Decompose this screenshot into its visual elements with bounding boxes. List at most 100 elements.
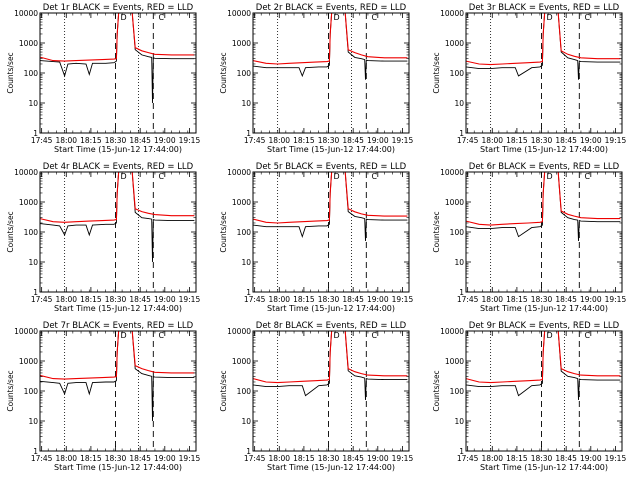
y-tick-label: 1000 — [445, 198, 464, 207]
chart-title: Det 3r BLACK = Events, RED = LLD — [469, 3, 620, 13]
chart-title: Det 5r BLACK = Events, RED = LLD — [256, 162, 407, 172]
x-tick-label: 19:00 — [580, 454, 602, 463]
x-tick-label: 18:00 — [55, 454, 77, 463]
y-tick-label: 10000 — [227, 9, 251, 18]
y-axis-label: Counts/sec — [432, 211, 441, 252]
y-tick-label: 10 — [454, 258, 464, 267]
x-tick-label: 18:30 — [531, 295, 553, 304]
x-axis-label: Start Time (15-Jun-12 17:44:00) — [267, 145, 395, 154]
series-group — [253, 172, 408, 242]
y-tick-label: 10000 — [14, 327, 38, 336]
x-tick-label: 17:45 — [244, 136, 266, 145]
annotation-marker: D — [546, 13, 552, 22]
x-tick-label: 18:00 — [55, 136, 77, 145]
x-tick-label: 19:15 — [605, 136, 627, 145]
annotation-marker: D — [120, 331, 126, 340]
y-tick-label: 100 — [450, 69, 465, 78]
x-tick-label: 18:30 — [531, 136, 553, 145]
annotation-marker: C — [159, 13, 165, 22]
chart-title: Det 4r BLACK = Events, RED = LLD — [43, 162, 194, 172]
x-tick-label: 18:45 — [342, 454, 364, 463]
x-tick-label: 19:00 — [367, 295, 389, 304]
x-axis-label: Start Time (15-Jun-12 17:44:00) — [267, 463, 395, 472]
x-tick-label: 17:45 — [457, 454, 479, 463]
y-axis-label: Counts/sec — [219, 211, 228, 252]
y-tick-label: 10 — [241, 417, 251, 426]
y-axis-label: Counts/sec — [432, 52, 441, 93]
y-tick-label: 10 — [454, 417, 464, 426]
series-group — [466, 172, 621, 242]
x-tick-label: 17:45 — [31, 295, 53, 304]
x-tick-label: 18:30 — [531, 454, 553, 463]
annotation-marker: D — [120, 172, 126, 181]
x-tick-label: 19:00 — [367, 136, 389, 145]
series-line-events — [40, 13, 195, 104]
plot-frame — [465, 12, 623, 134]
series-group — [253, 331, 408, 401]
x-tick-label: 19:00 — [154, 136, 176, 145]
series-line-lld — [253, 13, 408, 65]
y-tick-label: 1 — [246, 288, 251, 297]
series-line-lld — [40, 13, 195, 62]
y-tick-label: 10000 — [14, 9, 38, 18]
series-line-events — [466, 172, 621, 242]
y-tick-label: 1 — [246, 129, 251, 138]
y-axis-label: Counts/sec — [6, 370, 15, 411]
y-tick-label: 1000 — [19, 357, 38, 366]
y-tick-label: 1 — [459, 288, 464, 297]
x-tick-label: 18:45 — [129, 295, 151, 304]
y-tick-label: 1 — [33, 129, 38, 138]
x-tick-label: 18:15 — [80, 454, 102, 463]
x-tick-label: 18:15 — [80, 136, 102, 145]
y-tick-label: 1000 — [19, 198, 38, 207]
y-tick-label: 1000 — [232, 198, 251, 207]
x-tick-label: 18:00 — [55, 295, 77, 304]
x-axis-label: Start Time (15-Jun-12 17:44:00) — [480, 304, 608, 313]
y-tick-label: 100 — [237, 69, 252, 78]
y-tick-label: 100 — [450, 387, 465, 396]
y-tick-label: 1000 — [19, 39, 38, 48]
plot-frame — [465, 330, 623, 452]
chart-title: Det 6r BLACK = Events, RED = LLD — [469, 162, 620, 172]
y-tick-label: 10 — [28, 99, 38, 108]
chart-title: Det 1r BLACK = Events, RED = LLD — [43, 3, 194, 13]
plot-frame — [252, 171, 410, 293]
x-tick-label: 18:45 — [129, 454, 151, 463]
x-tick-label: 18:30 — [318, 136, 340, 145]
series-group — [253, 13, 408, 80]
y-tick-label: 10 — [28, 417, 38, 426]
y-tick-label: 100 — [24, 69, 39, 78]
y-axis-label: Counts/sec — [219, 370, 228, 411]
y-tick-label: 100 — [237, 387, 252, 396]
x-tick-label: 18:15 — [506, 454, 528, 463]
y-tick-label: 100 — [24, 387, 39, 396]
y-tick-label: 1000 — [232, 39, 251, 48]
series-line-events — [466, 331, 621, 401]
series-line-events — [253, 172, 408, 242]
x-tick-label: 18:30 — [105, 136, 127, 145]
series-group — [40, 172, 195, 263]
y-tick-label: 10 — [241, 258, 251, 267]
chart-title: Det 2r BLACK = Events, RED = LLD — [256, 3, 407, 13]
series-line-lld — [40, 172, 195, 223]
x-tick-label: 19:00 — [154, 295, 176, 304]
series-group — [466, 331, 621, 401]
series-group — [40, 331, 195, 422]
annotation-marker: C — [585, 13, 591, 22]
x-tick-label: 18:00 — [268, 136, 290, 145]
annotation-marker: C — [372, 331, 378, 340]
annotation-marker: D — [333, 331, 339, 340]
y-tick-label: 100 — [237, 228, 252, 237]
x-axis-label: Start Time (15-Jun-12 17:44:00) — [480, 145, 608, 154]
y-axis-label: Counts/sec — [6, 211, 15, 252]
y-tick-label: 1 — [33, 447, 38, 456]
series-group — [40, 13, 195, 104]
y-tick-label: 10000 — [14, 168, 38, 177]
x-tick-label: 18:15 — [293, 295, 315, 304]
